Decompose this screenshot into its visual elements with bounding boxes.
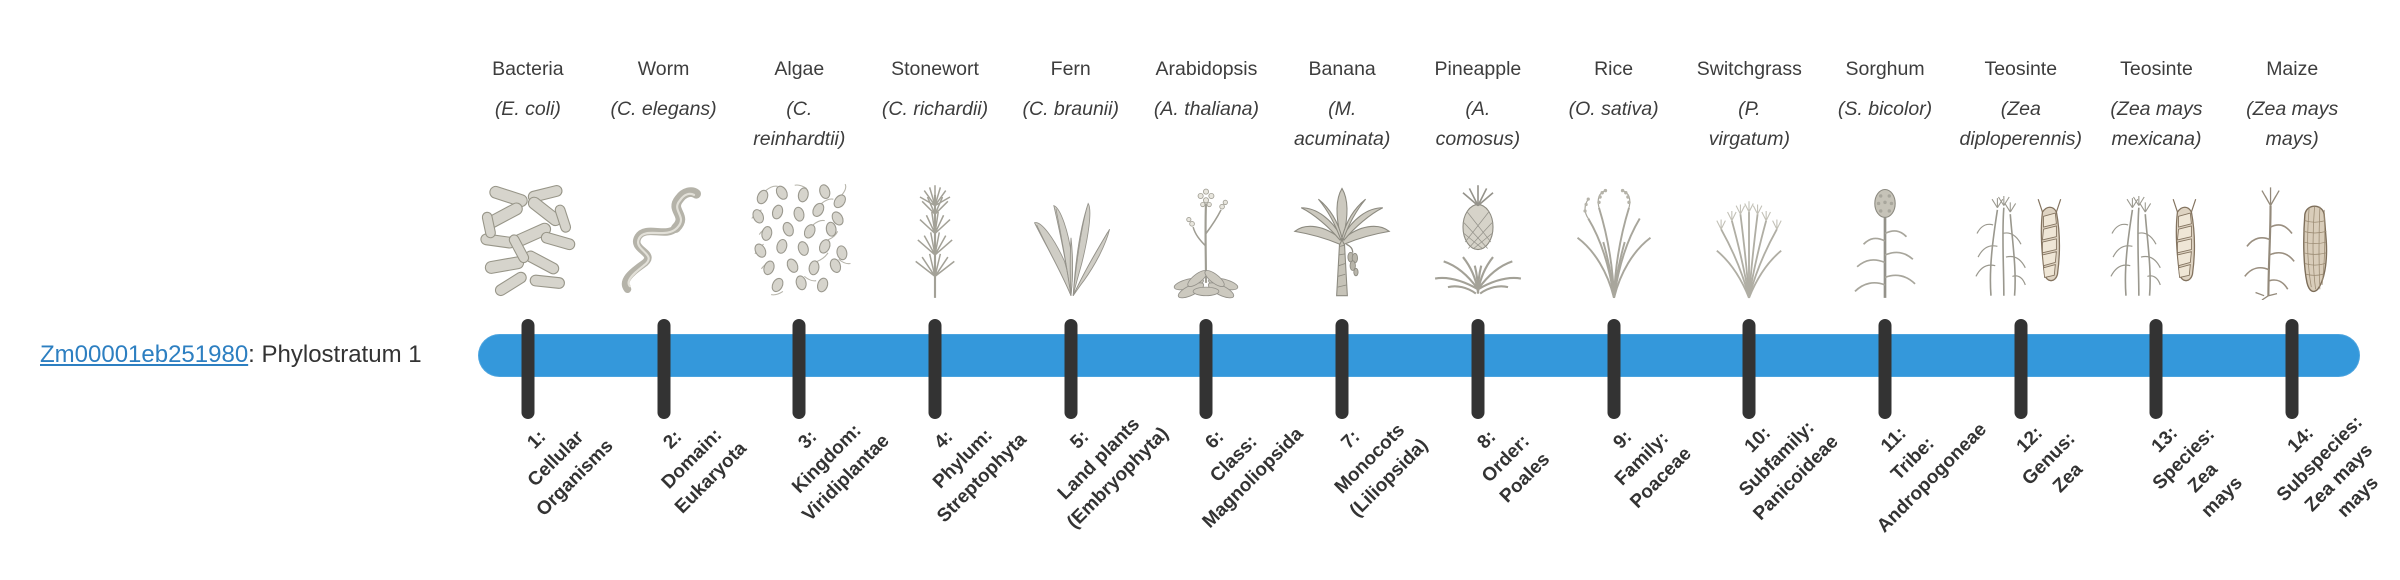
organism-species-name: (P. virgatum) — [1708, 98, 1790, 150]
organism-common-name: Switchgrass — [1696, 58, 1802, 80]
organism-illustration — [731, 180, 867, 300]
phylostratum-timeline-bar — [478, 334, 2360, 377]
organism-illustration — [2224, 180, 2360, 300]
organism-column: Worm (C. elegans) 2: Domain: Eukaryota — [596, 0, 750, 580]
phylostratum-tick — [792, 319, 806, 419]
organism-column: Sorghum (S. bicolor) 11: Tribe: Andropog… — [1817, 0, 1991, 580]
organism-species-name: (Zea diploperennis) — [1959, 98, 2083, 150]
organism-species-name: (S. bicolor) — [1837, 98, 1933, 120]
arabidopsis-icon — [1172, 188, 1241, 300]
phylostratum-tick — [657, 319, 671, 419]
organism-column: Bacteria (E. coli) 1: Cellular Organisms — [460, 0, 617, 580]
phylostratum-tick — [1064, 319, 1078, 419]
organism-common-name: Maize — [2266, 58, 2319, 80]
organism-species-name: (M. acuminata) — [1293, 98, 1391, 150]
organism-illustration — [1681, 180, 1817, 300]
organism-species-name: (C. braunii) — [1022, 98, 1119, 120]
organism-illustration — [1817, 180, 1953, 300]
pineapple-icon — [1433, 184, 1522, 295]
organism-common-name: Pineapple — [1434, 58, 1522, 80]
organism-illustration — [1274, 180, 1410, 300]
phylostratum-tick — [2285, 319, 2299, 419]
sorghum-icon — [1853, 188, 1917, 300]
teosinte-icon — [1974, 195, 2062, 297]
gene-id-link[interactable]: Zm00001eb251980 — [40, 341, 249, 368]
phylostratum-tick — [1878, 319, 1892, 419]
stratum-label: 12: Genus: Zea — [2012, 422, 2087, 497]
organism-common-name: Stonewort — [891, 58, 979, 80]
organism-common-name: Teosinte — [2120, 58, 2193, 80]
fern-icon — [1033, 203, 1110, 297]
phylostratum-tick — [1471, 319, 1485, 419]
algae-icon — [750, 182, 852, 296]
organism-common-name: Arabidopsis — [1155, 58, 1258, 80]
stonewort-icon — [914, 184, 956, 299]
organism-columns: Bacteria (E. coli) 1: Cellular Organisms… — [460, 0, 2383, 580]
switchgrass-icon — [1716, 200, 1783, 299]
phylostratum-tick — [1335, 319, 1349, 419]
organism-species-name: (A. thaliana) — [1153, 98, 1260, 120]
organism-common-name: Bacteria — [492, 58, 564, 80]
organism-common-name: Worm — [637, 58, 690, 80]
organism-species-name: (C. richardii) — [881, 98, 989, 120]
organism-illustration — [1546, 180, 1682, 300]
organism-column: Maize (Zea mays mays) 14: Subspecies: Ze… — [2224, 0, 2383, 580]
worm-icon — [604, 182, 724, 300]
organism-illustration — [1139, 180, 1275, 300]
organism-column: Teosinte (Zea diploperennis) 12: Genus: … — [1953, 0, 2089, 580]
stratum-label: 14: Subspecies: Zea mays mays — [2273, 411, 2383, 522]
organism-column: Switchgrass (P. virgatum) 10: Subfamily:… — [1681, 0, 1843, 580]
maize-icon — [2243, 186, 2328, 300]
organism-illustration — [596, 180, 732, 300]
organism-column: Pineapple (A. comosus) 8: Order: Poales — [1410, 0, 1554, 580]
teosinte-icon — [2110, 195, 2197, 297]
organism-column: Arabidopsis (A. thaliana) 6: Class: Magn… — [1139, 0, 1308, 580]
organism-illustration — [1953, 180, 2089, 300]
organism-species-name: (E. coli) — [494, 98, 561, 120]
organism-column: Fern (C. braunii) 5: Land plants (Embryo… — [1003, 0, 1173, 580]
stratum-label: 8: Order: Poales — [1473, 426, 1554, 508]
organism-common-name: Sorghum — [1845, 58, 1925, 80]
organism-species-name: (Zea mays mexicana) — [2110, 98, 2203, 150]
organism-column: Banana (M. acuminata) 7: Monocots (Lilio… — [1274, 0, 1432, 580]
gene-label: Zm00001eb251980: Phylostratum 1 — [40, 341, 422, 369]
organism-common-name: Banana — [1308, 58, 1376, 80]
phylostratum-tick — [2014, 319, 2028, 419]
phylostratum-tick — [1607, 319, 1621, 419]
bacteria-icon — [479, 183, 577, 299]
organism-column: Stonewort (C. richardii) 4: Phylum: Stre… — [867, 0, 1031, 580]
banana-icon — [1294, 187, 1391, 297]
rice-icon — [1576, 187, 1652, 299]
organism-illustration — [460, 180, 596, 300]
organism-species-name: (O. sativa) — [1568, 98, 1659, 120]
organism-species-name: (C. elegans) — [610, 98, 717, 120]
phylostratum-tick — [1199, 319, 1213, 419]
organism-species-name: (A. comosus) — [1435, 98, 1521, 150]
organism-column: Teosinte (Zea mays mexicana) 13: Species… — [2089, 0, 2247, 580]
phylostratum-tick — [521, 319, 535, 419]
organism-column: Rice (O. sativa) 9: Family: Poaceae — [1546, 0, 1696, 580]
phylostratum-tick — [1742, 319, 1756, 419]
organism-species-name: (C. reinhardtii) — [753, 98, 846, 150]
organism-illustration — [867, 180, 1003, 300]
organism-illustration — [2089, 180, 2225, 300]
organism-common-name: Rice — [1594, 58, 1634, 80]
organism-column: Algae (C. reinhardtii) 3: Kingdom: Virid… — [731, 0, 894, 580]
organism-common-name: Algae — [774, 58, 825, 80]
organism-common-name: Fern — [1050, 58, 1091, 80]
phylostratum-tick — [928, 319, 942, 419]
organism-common-name: Teosinte — [1984, 58, 2058, 80]
organism-illustration — [1003, 180, 1139, 300]
organism-species-name: (Zea mays mays) — [2246, 98, 2339, 150]
gene-stratum-text: : Phylostratum 1 — [248, 341, 422, 368]
phylostratum-tick — [2149, 319, 2163, 419]
organism-illustration — [1410, 180, 1546, 300]
